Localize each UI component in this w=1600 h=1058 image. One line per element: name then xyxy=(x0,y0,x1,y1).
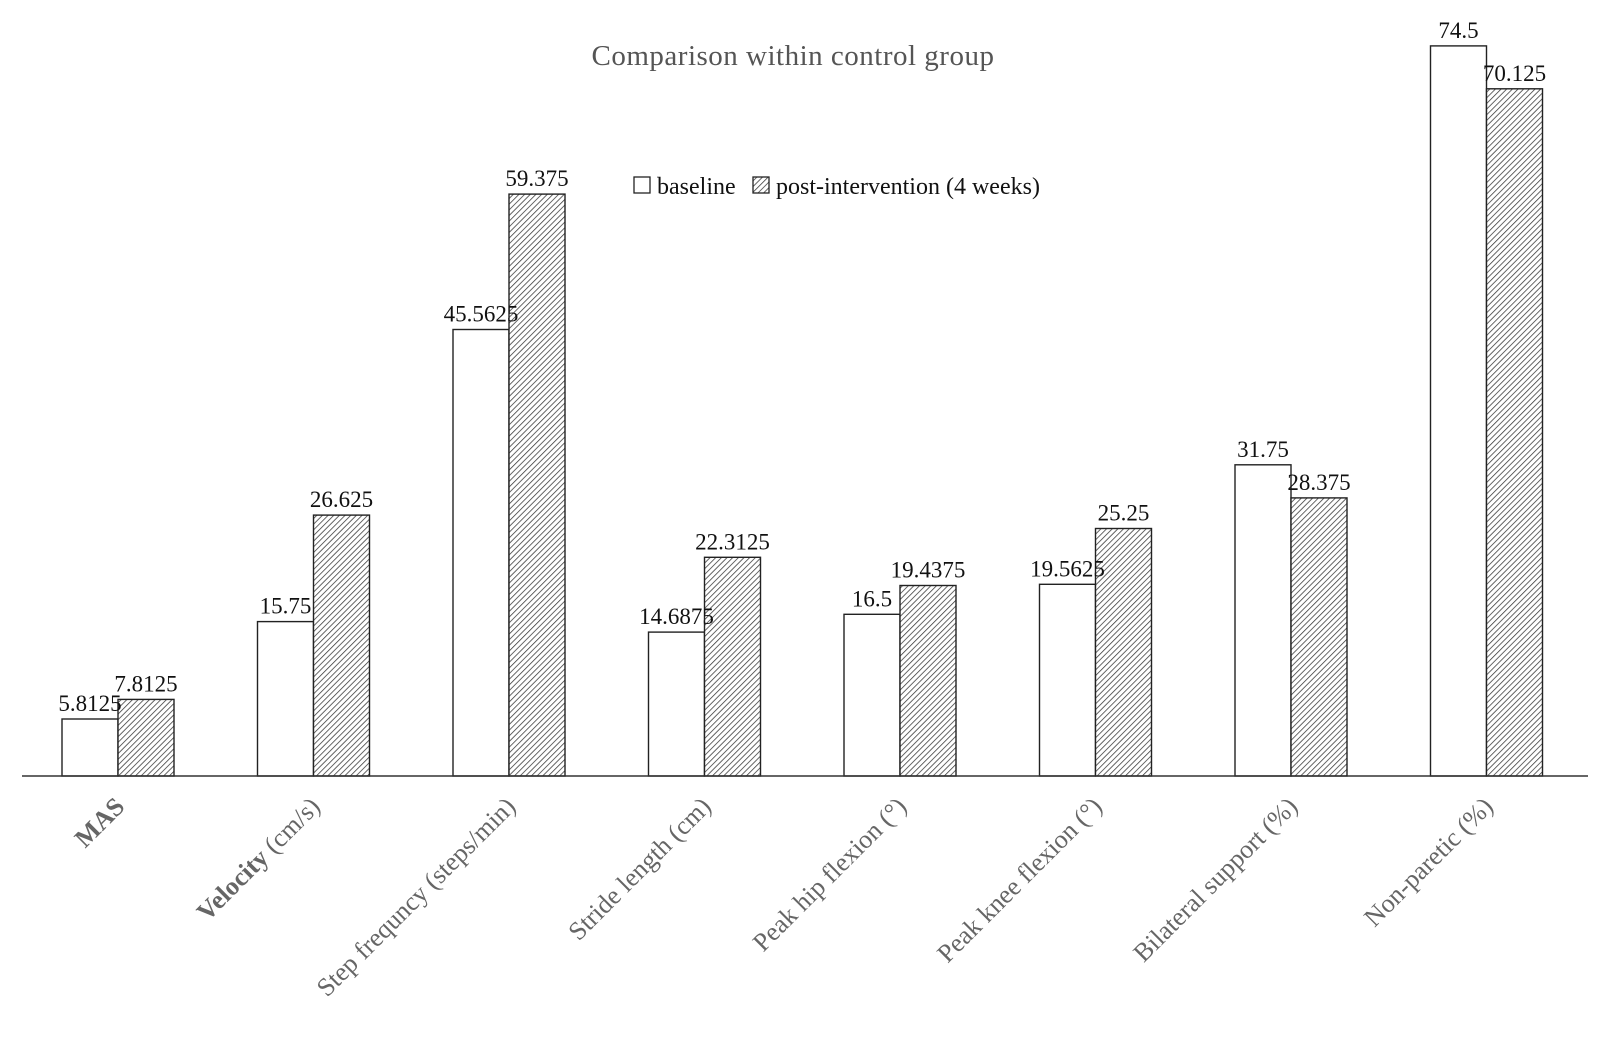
data-label-post-intervention-4-weeks-bilateral-support: 28.375 xyxy=(1287,470,1350,495)
data-label-post-intervention-4-weeks-step-frequncy-steps-min: 59.375 xyxy=(505,166,568,191)
legend: baseline post-intervention (4 weeks) xyxy=(633,174,1040,200)
data-label-baseline-velocity-cm-s: 15.75 xyxy=(260,594,312,619)
bar-post-intervention-4-weeks-step-frequncy-steps-min xyxy=(508,193,566,777)
x-tick-label-stride-length-cm: Stride length (cm) xyxy=(562,792,716,946)
legend-label-baseline: baseline xyxy=(657,174,736,200)
bar-post-intervention-4-weeks-mas xyxy=(117,698,175,777)
tick-labels-group: MAS Velocity (cm/s)Step frequncy (steps/m… xyxy=(69,792,1499,1002)
data-label-post-intervention-4-weeks-stride-length-cm: 22.3125 xyxy=(695,529,770,554)
data-label-baseline-bilateral-support: 31.75 xyxy=(1237,437,1289,462)
x-tick-label-velocity-cm-s: Velocity (cm/s) xyxy=(191,792,326,927)
data-label-post-intervention-4-weeks-mas: 7.8125 xyxy=(114,671,177,696)
bars-group xyxy=(61,45,1544,777)
bar-baseline-mas xyxy=(61,718,119,777)
x-tick-label-peak-knee-flexion: Peak knee flexion (°) xyxy=(931,792,1107,968)
x-tick-label-non-paretic: Non-paretic (%) xyxy=(1358,792,1498,932)
bar-baseline-peak-knee-flexion xyxy=(1038,583,1097,777)
bar-post-intervention-4-weeks-peak-knee-flexion xyxy=(1094,527,1153,777)
bar-baseline-stride-length-cm xyxy=(647,631,706,777)
legend-swatch-post-intervention xyxy=(752,176,770,194)
data-label-baseline-non-paretic: 74.5 xyxy=(1438,18,1478,43)
bar-baseline-step-frequncy-steps-min xyxy=(452,328,510,777)
data-label-baseline-stride-length-cm: 14.6875 xyxy=(639,604,714,629)
data-label-post-intervention-4-weeks-velocity-cm-s: 26.625 xyxy=(310,487,373,512)
bar-baseline-peak-hip-flexion xyxy=(843,613,901,777)
x-tick-label-mas: MAS xyxy=(69,792,130,853)
bar-baseline-velocity-cm-s xyxy=(256,620,315,777)
data-label-post-intervention-4-weeks-peak-knee-flexion: 25.25 xyxy=(1098,501,1150,526)
bar-baseline-bilateral-support xyxy=(1234,464,1292,777)
data-label-baseline-peak-hip-flexion: 16.5 xyxy=(852,586,892,611)
x-tick-label-bilateral-support: Bilateral support (%) xyxy=(1128,792,1304,968)
bar-post-intervention-4-weeks-peak-hip-flexion xyxy=(899,584,957,777)
x-tick-label-peak-hip-flexion: Peak hip flexion (°) xyxy=(747,792,912,957)
data-label-baseline-peak-knee-flexion: 19.5625 xyxy=(1030,556,1105,581)
legend-label-post-intervention: post-intervention (4 weeks) xyxy=(776,174,1040,200)
x-tick-label-step-frequncy-steps-min: Step frequncy (steps/min) xyxy=(311,792,521,1002)
bar-post-intervention-4-weeks-bilateral-support xyxy=(1290,497,1348,777)
bar-post-intervention-4-weeks-non-paretic xyxy=(1485,88,1544,777)
bar-post-intervention-4-weeks-stride-length-cm xyxy=(703,556,762,777)
data-label-baseline-mas: 5.8125 xyxy=(58,691,121,716)
bar-post-intervention-4-weeks-velocity-cm-s xyxy=(312,514,371,777)
bar-baseline-non-paretic xyxy=(1429,45,1488,777)
data-label-post-intervention-4-weeks-peak-hip-flexion: 19.4375 xyxy=(891,558,966,583)
data-label-baseline-step-frequncy-steps-min: 45.5625 xyxy=(444,302,519,327)
legend-swatch-baseline xyxy=(633,176,651,194)
chart-title: Comparison within control group xyxy=(592,40,995,72)
data-label-post-intervention-4-weeks-non-paretic: 70.125 xyxy=(1483,61,1546,86)
